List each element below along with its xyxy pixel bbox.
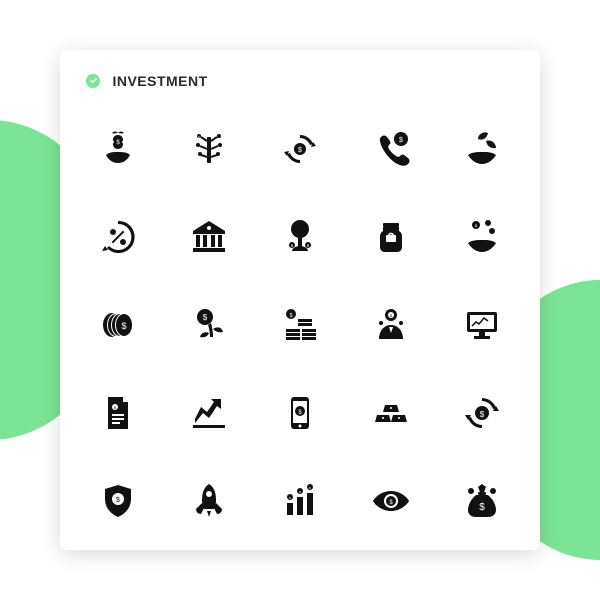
icon-card: INVESTMENT $ $ $ $ $$	[60, 50, 540, 550]
mobile-banking-icon: $	[276, 390, 325, 436]
svg-text:$: $	[116, 497, 120, 504]
coins-stack-icon: $	[94, 302, 143, 348]
header-row: INVESTMENT	[86, 72, 514, 90]
money-tree-icon: $	[185, 126, 234, 172]
svg-text:$: $	[290, 313, 293, 319]
investor-person-icon: $	[366, 302, 415, 348]
rocket-launch-icon	[185, 478, 234, 524]
money-bag-icon: $	[457, 478, 506, 524]
hand-receive-coins-icon: $	[457, 214, 506, 260]
phone-coin-icon: $	[366, 126, 415, 172]
icon-grid: $ $ $ $ $$ $ $	[86, 118, 514, 532]
coin-piles-icon: $	[276, 302, 325, 348]
coin-plant-grow-icon: $	[185, 302, 234, 348]
svg-text:$: $	[122, 321, 127, 331]
eye-coin-icon: $	[366, 478, 415, 524]
savings-jar-icon	[366, 214, 415, 260]
hand-leaf-icon	[457, 126, 506, 172]
exchange-cycle-icon: $	[457, 390, 506, 436]
card-title: INVESTMENT	[112, 73, 207, 89]
checkmark-badge-icon	[86, 74, 100, 88]
svg-text:$: $	[399, 137, 403, 144]
percent-circle-icon	[94, 214, 143, 260]
svg-text:$: $	[203, 313, 208, 322]
gold-bars-icon	[366, 390, 415, 436]
growth-arrow-icon	[185, 390, 234, 436]
shield-dollar-icon: $	[94, 478, 143, 524]
tree-coins-icon: $$	[276, 214, 325, 260]
monitor-chart-icon	[457, 302, 506, 348]
svg-text:$: $	[479, 410, 484, 419]
invoice-document-icon: $	[94, 390, 143, 436]
svg-text:$: $	[298, 147, 302, 154]
bar-chart-coins-icon: $$$	[276, 478, 325, 524]
bank-building-icon	[185, 214, 234, 260]
svg-text:$: $	[479, 502, 485, 513]
coin-refresh-icon: $	[276, 126, 325, 172]
hand-coin-plant-icon: $	[94, 126, 143, 172]
